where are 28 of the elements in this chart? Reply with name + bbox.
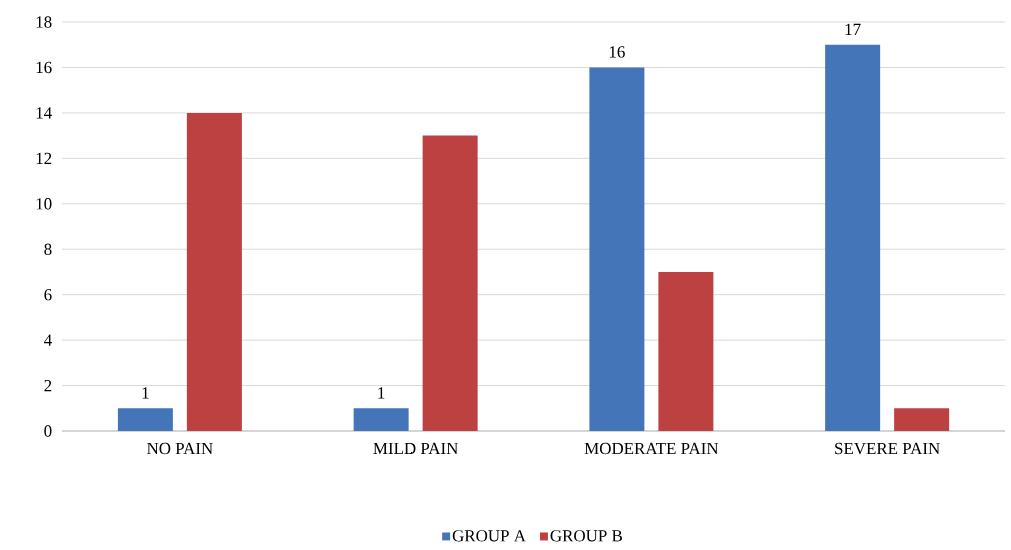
data-label: 17	[845, 23, 861, 35]
bar	[894, 408, 950, 431]
y-tick-label: 4	[44, 334, 52, 346]
y-tick-label: 8	[44, 243, 52, 255]
y-tick-label: 18	[36, 16, 52, 28]
bar	[186, 112, 242, 431]
bar	[422, 135, 478, 431]
y-tick-label: 10	[36, 198, 52, 210]
legend-label: GROUP B	[550, 530, 622, 542]
legend-label: GROUP A	[452, 530, 526, 542]
data-label: 1	[142, 387, 149, 399]
data-label: 1	[378, 387, 385, 399]
x-tick-label: NO PAIN	[147, 442, 213, 455]
x-tick-label: MODERATE PAIN	[584, 442, 719, 455]
bar	[117, 408, 173, 431]
x-tick-label: SEVERE PAIN	[835, 442, 940, 455]
bar	[825, 44, 881, 431]
y-tick-label: 0	[44, 425, 52, 437]
y-tick-label: 12	[36, 152, 52, 164]
x-tick-label: MILD PAIN	[373, 442, 458, 455]
bar	[589, 67, 645, 431]
bar	[658, 271, 714, 431]
y-tick-label: 6	[44, 288, 52, 301]
y-tick-label: 2	[44, 379, 52, 392]
data-label: 16	[609, 46, 625, 58]
bar	[353, 408, 409, 431]
y-tick-label: 16	[36, 61, 52, 74]
y-tick-label: 14	[36, 107, 52, 119]
